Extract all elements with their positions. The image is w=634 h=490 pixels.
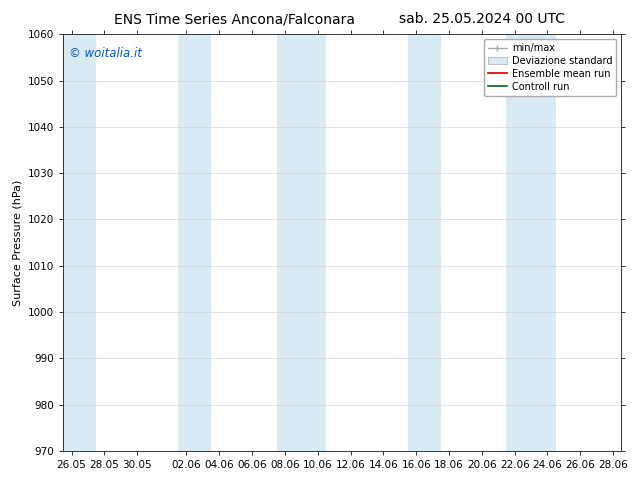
Text: © woitalia.it: © woitalia.it: [69, 47, 142, 60]
Text: sab. 25.05.2024 00 UTC: sab. 25.05.2024 00 UTC: [399, 12, 565, 26]
Bar: [63, 34, 96, 451]
Bar: [507, 34, 555, 451]
Bar: [178, 34, 211, 451]
Y-axis label: Surface Pressure (hPa): Surface Pressure (hPa): [13, 179, 23, 306]
Legend: min/max, Deviazione standard, Ensemble mean run, Controll run: min/max, Deviazione standard, Ensemble m…: [484, 39, 616, 96]
Bar: [276, 34, 326, 451]
Text: ENS Time Series Ancona/Falconara: ENS Time Series Ancona/Falconara: [114, 12, 355, 26]
Bar: [408, 34, 441, 451]
